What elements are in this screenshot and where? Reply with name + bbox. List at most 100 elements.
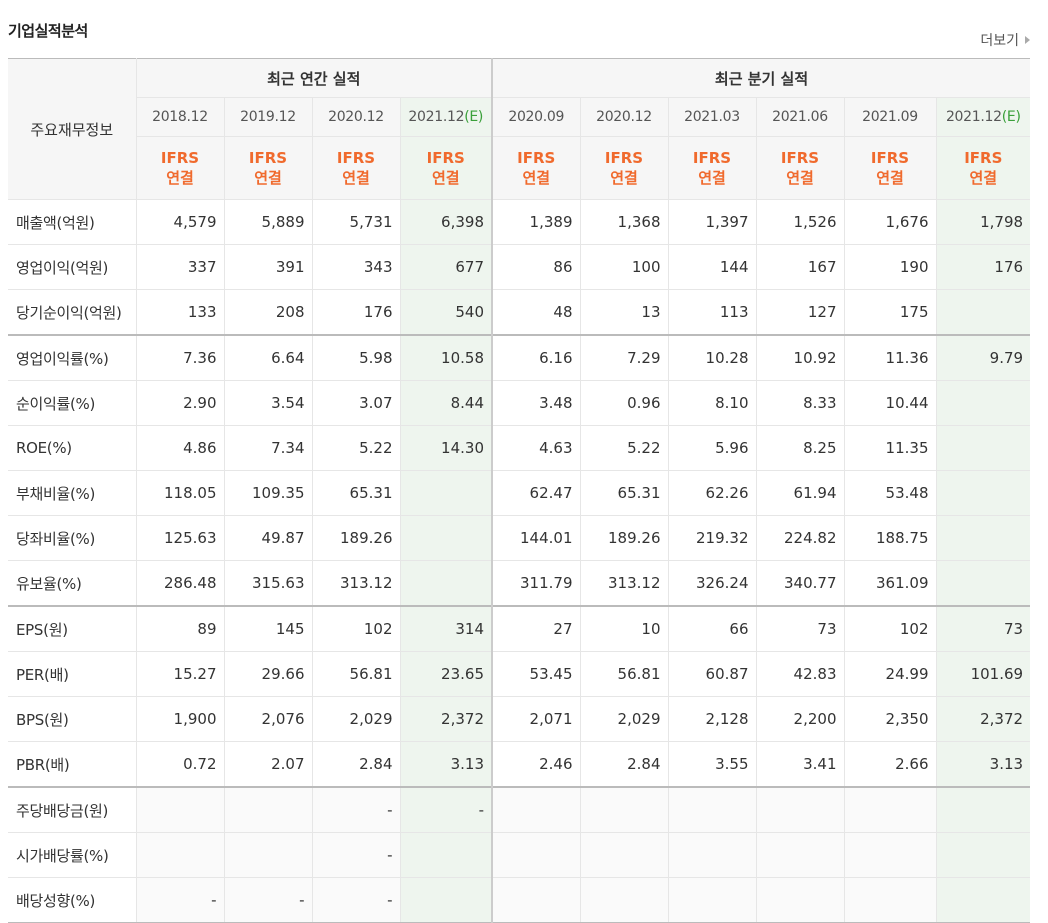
value-cell: 60.87 [668, 651, 757, 697]
period-label: 2021.09 [862, 109, 918, 125]
value-cell [936, 470, 1031, 516]
arrow-right-icon [1025, 36, 1030, 44]
value-cell: 10.44 [844, 380, 937, 426]
consolidated-label: 연결 [969, 169, 998, 187]
table-row: ROE(%) 4.86 7.34 5.22 14.30 4.63 5.22 5.96 8.25 1… [8, 425, 1031, 471]
value-cell: 3.07 [312, 380, 401, 426]
value-cell: 9.79 [936, 334, 1031, 381]
value-cell [936, 380, 1031, 426]
value-cell [136, 832, 225, 878]
section-title: 기업실적분석 [8, 22, 88, 40]
row-label: ROE(%) [8, 425, 137, 471]
value-cell: - [312, 832, 401, 878]
value-cell: 1,389 [491, 199, 581, 245]
value-cell: 4,579 [136, 199, 225, 245]
ifrs-label: IFRS [517, 149, 556, 167]
value-cell: 10.28 [668, 334, 757, 381]
value-cell: 340.77 [756, 560, 845, 607]
value-cell: 540 [400, 289, 493, 336]
value-cell: 343 [312, 244, 401, 290]
value-cell: 7.34 [224, 425, 313, 471]
value-cell [400, 470, 493, 516]
value-cell: 2,200 [756, 696, 845, 742]
value-cell [668, 832, 757, 878]
value-cell [224, 786, 313, 833]
period-header: 2021.06 [756, 97, 845, 137]
ifrs-header: IFRS 연결 [136, 136, 225, 200]
value-cell: 7.36 [136, 334, 225, 381]
value-cell: 311.79 [491, 560, 581, 607]
period-header: 2020.12 [580, 97, 669, 137]
value-cell: 2,029 [312, 696, 401, 742]
value-cell: 1,397 [668, 199, 757, 245]
value-cell: 8.10 [668, 380, 757, 426]
period-header: 2020.09 [491, 97, 581, 137]
value-cell: 53.45 [491, 651, 581, 697]
value-cell: 219.32 [668, 515, 757, 561]
consolidated-label: 연결 [610, 169, 638, 187]
value-cell [936, 515, 1031, 561]
value-cell: 24.99 [844, 651, 937, 697]
value-cell: 5.22 [580, 425, 669, 471]
table-row: 배당성향(%) - - - [8, 877, 1031, 923]
value-cell: 189.26 [580, 515, 669, 561]
row-label: 부채비율(%) [8, 470, 137, 516]
value-cell: 2,372 [400, 696, 493, 742]
value-cell: 7.29 [580, 334, 669, 381]
value-cell: 2.66 [844, 741, 937, 788]
value-cell: 313.12 [312, 560, 401, 607]
value-cell: 2,071 [491, 696, 581, 742]
value-cell: 3.13 [936, 741, 1031, 788]
value-cell: 391 [224, 244, 313, 290]
consolidated-label: 연결 [166, 169, 194, 187]
more-link[interactable]: 더보기 [980, 30, 1030, 50]
value-cell [491, 877, 581, 923]
period-header: 2021.12(E) [936, 97, 1031, 137]
value-cell [936, 786, 1031, 833]
period-header: 2021.09 [844, 97, 937, 137]
value-cell: 313.12 [580, 560, 669, 607]
value-cell: 3.54 [224, 380, 313, 426]
value-cell: 175 [844, 289, 937, 336]
value-cell: 65.31 [580, 470, 669, 516]
value-cell: 677 [400, 244, 493, 290]
row-label: 매출액(억원) [8, 199, 137, 245]
value-cell: 337 [136, 244, 225, 290]
ifrs-label: IFRS [426, 149, 465, 167]
value-cell: 1,676 [844, 199, 937, 245]
value-cell: 102 [844, 605, 937, 652]
period-label: 2020.12 [596, 109, 652, 125]
ifrs-header: IFRS 연결 [224, 136, 313, 200]
row-label: 영업이익(억원) [8, 244, 137, 290]
value-cell: - [224, 877, 313, 923]
value-cell [224, 832, 313, 878]
row-label: 유보율(%) [8, 560, 137, 607]
estimate-marker: (E) [464, 109, 484, 125]
consolidated-label: 연결 [698, 169, 726, 187]
value-cell: 127 [756, 289, 845, 336]
value-cell: 49.87 [224, 515, 313, 561]
value-cell: 314 [400, 605, 493, 652]
value-cell: - [400, 786, 493, 833]
value-cell: 125.63 [136, 515, 225, 561]
value-cell [756, 877, 845, 923]
ifrs-label: IFRS [160, 149, 200, 167]
period-label: 2021.03 [684, 109, 740, 125]
table-row: EPS(원) 89 145 102 314 27 10 66 73 102 73 [8, 605, 1031, 652]
value-cell [400, 515, 493, 561]
value-cell: 6,398 [400, 199, 493, 245]
value-cell [936, 877, 1031, 923]
value-cell [756, 786, 845, 833]
row-label: 영업이익률(%) [8, 334, 137, 381]
table-row: 영업이익률(%) 7.36 6.64 5.98 10.58 6.16 7.29 10.28 10… [8, 334, 1031, 381]
value-cell: 5,889 [224, 199, 313, 245]
value-cell: 5,731 [312, 199, 401, 245]
value-cell [400, 877, 493, 923]
consolidated-label: 연결 [786, 169, 814, 187]
value-cell: 10 [580, 605, 669, 652]
value-cell: 27 [491, 605, 581, 652]
ifrs-label: IFRS [780, 149, 820, 167]
value-cell [844, 877, 937, 923]
table-row: 시가배당률(%) - [8, 832, 1031, 878]
